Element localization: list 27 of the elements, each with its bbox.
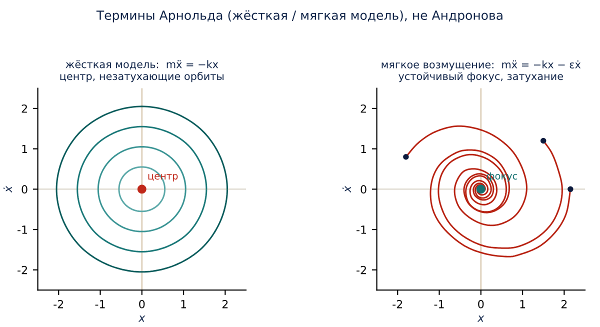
y-tick-label: -1 — [18, 226, 28, 234]
y-tick-label: -2 — [18, 266, 27, 274]
x-tick-label: 0 — [139, 300, 145, 308]
chart-title: жёсткая модель: mẍ = −kx центр, незатухающие орбиты — [60, 60, 224, 82]
x-axis-title: x — [138, 316, 146, 322]
y-tick-label: 1 — [22, 144, 28, 154]
chart-title: мягкое возмущение: mẍ = −kx − εẋ устойчивый фокус, затухание — [382, 60, 581, 82]
x-tick-label: 2 — [561, 300, 567, 308]
text: Термины Арнольда (жёсткая / мягкая модель), не Андронова — [96, 10, 502, 22]
y-tick-label: 0 — [22, 185, 28, 194]
y-axis-title: ẋ — [342, 186, 351, 193]
x-tick-label: 0 — [478, 300, 484, 308]
y-tick-label: 2 — [360, 104, 366, 113]
y-tick-label: 0 — [360, 185, 366, 194]
y-tick-label: 2 — [22, 104, 27, 113]
x-tick-label: -2 — [392, 300, 402, 308]
x-tick-label: -1 — [95, 300, 105, 308]
x-tick-label: 2 — [222, 300, 228, 308]
y-tick-label: -1 — [356, 226, 366, 234]
y-tick-label: -2 — [356, 266, 366, 274]
y-axis-title: ẋ — [3, 186, 12, 193]
x-tick-label: 1 — [520, 300, 526, 308]
x-tick-label: 1 — [181, 300, 186, 308]
y-tick-label: 1 — [361, 144, 366, 154]
x-tick-label: -1 — [434, 300, 444, 308]
x-tick-label: -2 — [54, 300, 64, 308]
x-axis-title: x — [477, 316, 484, 322]
